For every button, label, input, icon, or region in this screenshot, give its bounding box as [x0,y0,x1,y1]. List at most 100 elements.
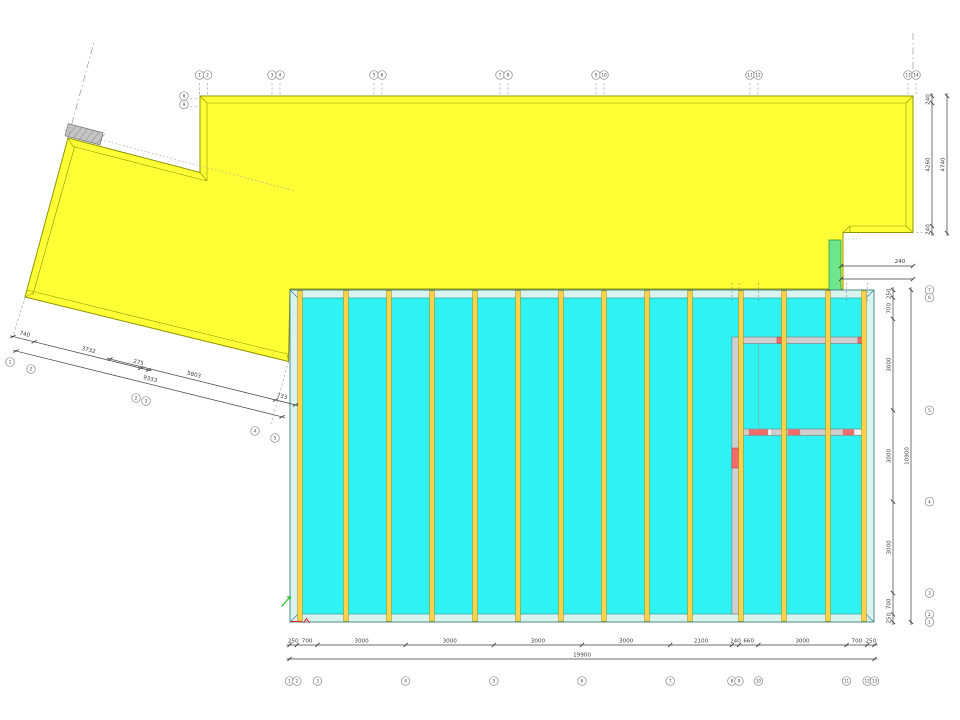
corner-miter [865,613,875,623]
partition-wall-vertical[interactable] [731,336,740,615]
dim-tick [908,619,914,625]
axis-bubble[interactable] [911,70,921,80]
corner-miter [286,353,289,362]
axis-bubble[interactable] [26,364,36,374]
axis-bubble[interactable] [599,70,609,80]
axis-bubble-label: 9 [183,102,186,107]
axis-bubble[interactable] [734,676,744,686]
beam-top[interactable] [738,336,867,344]
axis-bubble[interactable] [753,676,764,686]
corner-miter [905,225,914,233]
axis-bubble[interactable] [924,405,935,415]
axis-bubble[interactable] [400,676,411,686]
axis-bubble[interactable] [270,433,280,443]
axis-bubble-label: 1 [198,73,201,78]
joist[interactable] [386,290,392,622]
axis-bubble[interactable] [841,676,852,686]
dim-label: 3000 [443,639,458,645]
dim-tick [929,230,935,236]
axis-bubble[interactable] [489,676,499,686]
axis-bubble-label: 9 [595,73,598,78]
dim-tick [910,263,916,269]
dim-label: 740 [19,331,31,339]
axis-bubble-label: 3 [316,679,319,684]
dim-label: 3000 [887,357,893,372]
corner-miter [67,137,74,147]
axis-bubble[interactable] [869,676,880,686]
joist[interactable] [472,290,478,622]
beam-segment [799,429,844,436]
axis-bubble[interactable] [577,676,587,686]
axis-bubble[interactable] [250,426,260,436]
axis-bubble[interactable] [665,676,675,686]
axis-bubble-label: 14 [913,73,919,78]
green-strip[interactable] [828,239,842,293]
joist[interactable] [515,290,521,622]
ucs-y-arrowhead-icon [286,596,291,598]
joist[interactable] [687,290,693,622]
deck-field[interactable] [297,297,867,615]
axis-bubble-label: 11 [844,679,850,684]
axis-bubble[interactable] [377,70,387,80]
joist[interactable] [429,290,435,622]
dim-label: 700 [302,639,313,645]
axis-bubble-label: 4 [404,679,407,684]
dim-chain-line [13,349,285,418]
axis-bubble-label: 3 [928,591,931,596]
dim-tick [729,642,735,648]
joist[interactable] [861,290,867,622]
axis-bubble[interactable] [753,70,763,80]
axis-bubble-label: 2 [296,679,299,684]
axis-bubble-label: 12 [755,73,761,78]
axis-bubble[interactable] [131,393,141,403]
dim-tick [944,93,950,99]
joist[interactable] [644,290,650,622]
axis-bubble[interactable] [503,70,513,80]
axis-bubble[interactable] [179,99,189,110]
hatch-line [67,126,77,137]
axis-bubble[interactable] [141,396,151,406]
dim-label: 3000 [795,639,810,645]
beam-segment [767,429,773,436]
dim-label: 700 [887,598,893,609]
dim-tick [292,402,299,407]
dim-label: 9333 [142,375,158,384]
axis-bubble-label: 10 [601,73,607,78]
axis-bubble-label: 6 [581,679,584,684]
axis-bubble-label: 12 [864,679,870,684]
dim-label: 250 [288,639,299,645]
dim-label: 660 [743,639,754,645]
joist[interactable] [738,290,744,622]
axis-bubble[interactable] [202,70,213,80]
hatched-wall-block[interactable] [64,123,106,146]
joist[interactable] [825,290,831,622]
axis-bubble[interactable] [924,588,935,598]
axis-bubble-label: 11 [747,73,753,78]
axis-bubble[interactable] [924,617,935,627]
axis-bubble[interactable] [924,497,935,507]
joist[interactable] [781,290,787,622]
axis-bubble[interactable] [924,292,935,303]
extension-line-dashed [12,296,26,337]
axis-bubble-label: 10 [756,679,762,684]
axis-bubble[interactable] [312,676,323,686]
dim-label: 3000 [887,540,893,555]
corner-miter [289,289,299,299]
axis-bubble[interactable] [292,676,302,686]
joist[interactable] [558,290,564,622]
dim-tick [279,414,285,419]
ucs-y-arrowhead-icon [289,596,291,601]
axis-bubble[interactable] [5,357,15,367]
joist[interactable] [601,290,607,622]
joist[interactable] [297,290,303,622]
axis-bubble[interactable] [275,70,285,80]
joist[interactable] [343,290,349,622]
slab-yellow-outline[interactable] [24,95,914,363]
centerline-dashdot [67,41,95,139]
dim-tick [755,642,761,648]
corner-miter [24,292,34,298]
axis-bubble-label: 8 [731,679,734,684]
dim-tick [838,263,844,269]
dim-tick [929,223,935,229]
